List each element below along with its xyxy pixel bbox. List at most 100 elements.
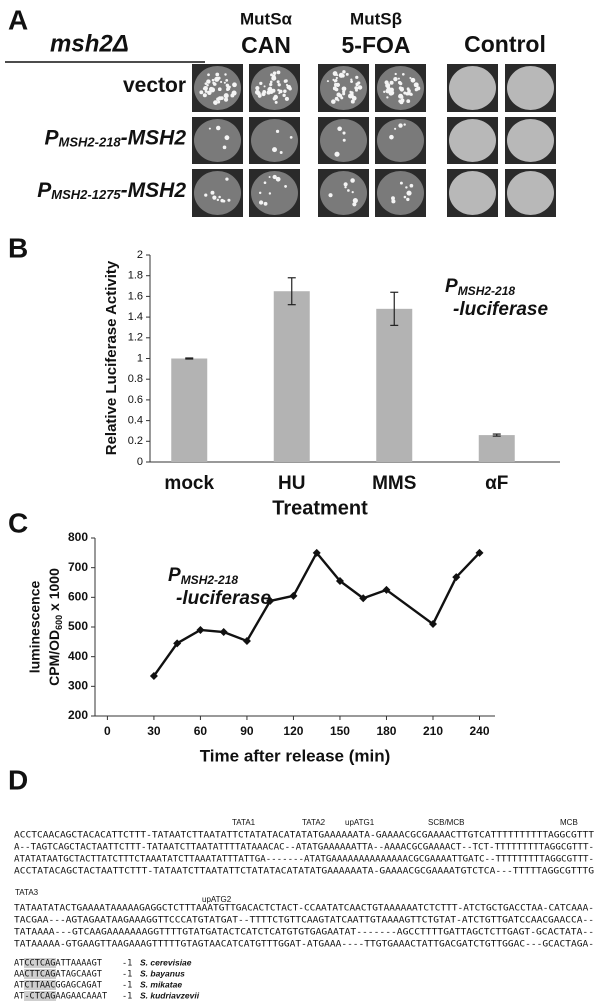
annotation-main: P <box>445 276 458 297</box>
colony <box>391 199 396 204</box>
colony <box>258 191 262 195</box>
colony <box>276 80 280 84</box>
species: S. kudriavzevii <box>140 990 200 1000</box>
colony <box>355 75 359 79</box>
colony <box>401 86 404 90</box>
annotation: PMSH2-218 -luciferase <box>445 276 548 320</box>
colony <box>284 79 288 83</box>
sequence-line: TATAAAAA-GTGAAGTTAAGAAAGTTTTTGTAGTAACATC… <box>14 940 594 950</box>
colony <box>334 151 340 157</box>
colony <box>399 82 403 86</box>
colony <box>269 80 273 84</box>
motif-highlight <box>24 980 56 990</box>
colony <box>255 86 260 91</box>
position: -1 <box>122 992 132 1002</box>
colony <box>274 100 278 104</box>
colony <box>350 80 353 84</box>
colony <box>263 85 266 88</box>
colony <box>266 90 271 95</box>
colony <box>403 195 407 199</box>
colony <box>269 82 273 87</box>
colony <box>225 177 229 181</box>
x-axis-label: Time after release (min) <box>200 746 391 765</box>
row-label: PMSH2-218-MSH2 <box>45 126 187 150</box>
x-tick-label: mock <box>164 473 214 494</box>
colony <box>206 79 211 84</box>
colony <box>271 89 275 92</box>
x-tick-label: MMS <box>372 473 416 494</box>
y-tick-label: 400 <box>68 649 88 663</box>
motif-highlight <box>24 991 56 1001</box>
x-tick-label: 60 <box>194 724 208 738</box>
colony <box>287 85 291 89</box>
colony <box>216 198 220 202</box>
x-tick-label: 180 <box>376 724 396 738</box>
colony <box>332 71 338 76</box>
motif-label: SCB/MCB <box>428 818 464 827</box>
colony <box>263 201 268 206</box>
bar <box>478 435 515 462</box>
colony <box>212 195 217 200</box>
sequence-line: ATATATAATGCTACTTATCTTTCTAAATATCTTAAATATT… <box>14 855 594 865</box>
x-tick-label: HU <box>278 473 305 494</box>
colony <box>275 176 281 182</box>
colony <box>384 80 389 85</box>
plate <box>377 171 424 215</box>
y-tick-label: 0.6 <box>128 394 143 406</box>
colony <box>326 80 329 83</box>
y-tick-label: 1.6 <box>128 290 143 302</box>
sequence-line: ATCTTAACGGAGCAGAT <box>14 981 102 991</box>
sequence-line: A--TAGTCAGCTACTAATTCTTT-TATAATCTTAATATTT… <box>14 843 594 853</box>
colony <box>206 83 209 87</box>
colony <box>275 129 280 133</box>
row-label-main: P <box>37 179 52 202</box>
sequence-line: AACTTCAGATAGCAAGT <box>14 970 102 980</box>
row-label: PMSH2-1275-MSH2 <box>37 179 186 203</box>
colony <box>271 74 276 79</box>
colony <box>347 93 353 99</box>
data-point <box>428 620 437 629</box>
colony <box>259 81 263 86</box>
y-tick-label: 0.4 <box>128 415 143 427</box>
motif-label: TATA2 <box>302 818 326 827</box>
y-axis-label-sub: 600 <box>54 615 64 630</box>
genotype: msh2Δ <box>50 30 129 57</box>
row-label-sub: MSH2-1275 <box>51 187 121 202</box>
colony <box>276 70 281 75</box>
bar <box>171 358 208 462</box>
colony <box>391 196 395 201</box>
colony <box>283 89 287 94</box>
colony <box>257 93 262 98</box>
colony <box>225 78 229 82</box>
y-tick-label: 700 <box>68 560 88 574</box>
colony <box>406 197 410 202</box>
colony <box>268 176 271 179</box>
colony <box>261 91 266 97</box>
colony <box>342 131 346 135</box>
position: -1 <box>122 970 132 980</box>
colony <box>332 78 335 81</box>
colony <box>204 82 208 85</box>
x-tick-label: 0 <box>104 724 111 738</box>
sequence-line: ACCTCAACAGCTACACATTCTTT-TATAATCTTAATATTC… <box>14 831 594 841</box>
data-point <box>173 639 182 648</box>
colony <box>277 83 281 87</box>
error-bar <box>185 357 194 360</box>
colony <box>328 193 333 198</box>
species: S. mikatae <box>140 979 182 989</box>
sequence-line: ACCTATACAGCTACTAATTCTTT-TATAATCTTAATATTC… <box>14 867 594 877</box>
plate <box>320 171 367 215</box>
motif-label: TATA3 <box>15 888 39 897</box>
colony <box>220 198 224 203</box>
position: -1 <box>122 981 132 991</box>
y-tick-label: 1.2 <box>128 332 143 344</box>
panel-label: D <box>8 764 28 795</box>
colony <box>212 81 216 85</box>
plate <box>251 119 298 162</box>
colony <box>268 192 272 195</box>
species: S. cerevisiae <box>140 957 192 967</box>
colony <box>416 86 421 91</box>
colony <box>386 86 391 91</box>
colony <box>220 80 223 84</box>
y-tick-label: 1.4 <box>128 311 143 323</box>
